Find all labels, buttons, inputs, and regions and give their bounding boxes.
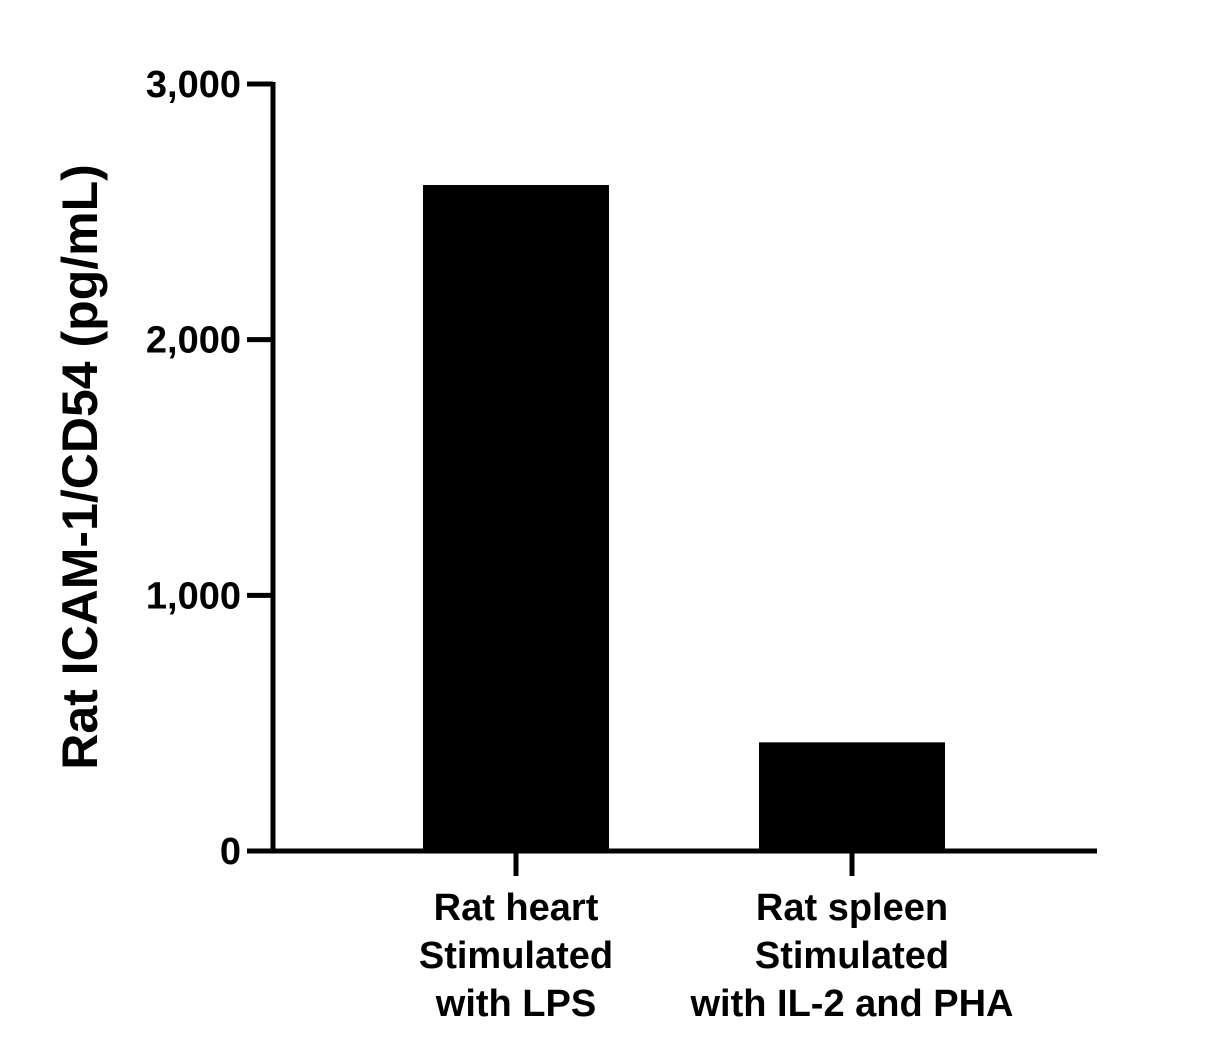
x-tick-label-line: Rat spleen bbox=[756, 887, 948, 929]
x-tick-label-line: with IL-2 and PHA bbox=[690, 983, 1014, 1025]
y-tick-label-0: 0 bbox=[220, 831, 241, 873]
y-axis-title: Rat ICAM-1/CD54 (pg/mL) bbox=[52, 164, 108, 770]
bar-2 bbox=[759, 742, 945, 851]
y-tick-label-1000: 1,000 bbox=[146, 575, 241, 617]
x-tick-label-line: Stimulated bbox=[755, 935, 949, 977]
bars bbox=[423, 184, 945, 851]
y-tick-label-2000: 2,000 bbox=[146, 320, 241, 362]
y-tick-label-3000: 3,000 bbox=[146, 64, 241, 106]
x-tick-label-line: with LPS bbox=[435, 983, 596, 1025]
x-axis: Rat heart Stimulated with LPS Rat spleen Sti… bbox=[270, 848, 1097, 1025]
x-tick-label-2: Rat spleen Stimulated with IL-2 and PHA bbox=[690, 887, 1014, 1025]
x-tick-label-line: Rat heart bbox=[434, 887, 599, 929]
x-tick-label-line: Stimulated bbox=[419, 935, 613, 977]
x-tick-label-1: Rat heart Stimulated with LPS bbox=[419, 887, 613, 1025]
bar-1 bbox=[423, 184, 609, 851]
y-axis: 0 1,000 2,000 3,000 bbox=[146, 64, 276, 873]
